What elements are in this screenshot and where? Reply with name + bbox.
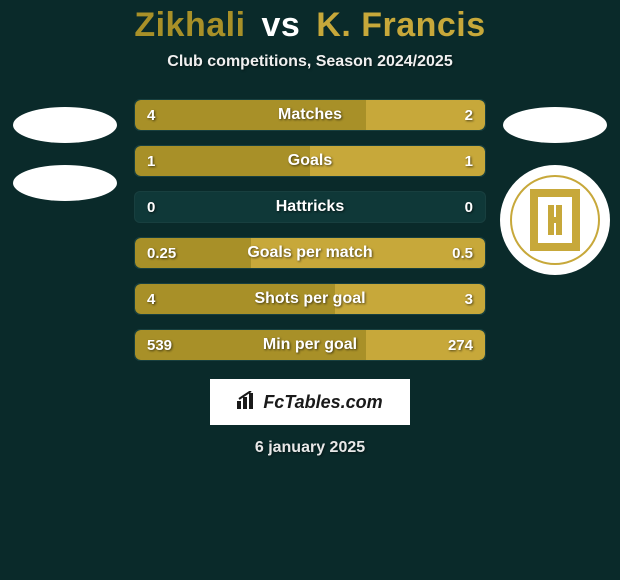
title: Zikhali vs K. Francis	[134, 6, 485, 45]
stat-bars-column: 4Matches2 1Goals1 0Hattricks0 0.25Goals per…	[134, 99, 486, 361]
left-side-column	[10, 99, 120, 201]
right-side-column	[500, 99, 610, 275]
stat-fill-left	[135, 238, 251, 268]
club-crest-icon	[510, 175, 600, 265]
chart-icon	[237, 391, 257, 414]
stat-row: 4Matches2	[134, 99, 486, 131]
stat-fill-right	[251, 238, 486, 268]
stat-row: 1Goals1	[134, 145, 486, 177]
brand-text: FcTables.com	[263, 392, 382, 413]
player1-name: Zikhali	[134, 6, 245, 44]
stat-fill-right	[335, 284, 486, 314]
stat-row: 0Hattricks0	[134, 191, 486, 223]
player1-club-placeholder	[13, 165, 117, 201]
player2-avatar-placeholder	[503, 107, 607, 143]
date-label: 6 january 2025	[255, 439, 365, 457]
stat-row: 0.25Goals per match0.5	[134, 237, 486, 269]
stat-fill-left	[135, 284, 335, 314]
brand-badge: FcTables.com	[210, 379, 410, 425]
player2-name: K. Francis	[316, 6, 485, 44]
stat-fill-left	[135, 146, 310, 176]
player1-avatar-placeholder	[13, 107, 117, 143]
stat-fill-right	[366, 330, 485, 360]
stat-fill-left	[135, 330, 366, 360]
stat-fill-right	[310, 146, 485, 176]
player2-club-badge	[500, 165, 610, 275]
stat-fill-left	[135, 100, 366, 130]
comparison-infographic: Zikhali vs K. Francis Club competitions,…	[0, 0, 620, 580]
stat-row: 4Shots per goal3	[134, 283, 486, 315]
content-row: 4Matches2 1Goals1 0Hattricks0 0.25Goals per…	[0, 99, 620, 361]
vs-label: vs	[261, 6, 300, 44]
stat-value-right: 0	[465, 192, 473, 222]
stat-value-left: 0	[147, 192, 155, 222]
stat-fill-right	[366, 100, 485, 130]
stat-row: 539Min per goal274	[134, 329, 486, 361]
stat-label: Hattricks	[135, 192, 485, 222]
subtitle: Club competitions, Season 2024/2025	[167, 53, 452, 71]
